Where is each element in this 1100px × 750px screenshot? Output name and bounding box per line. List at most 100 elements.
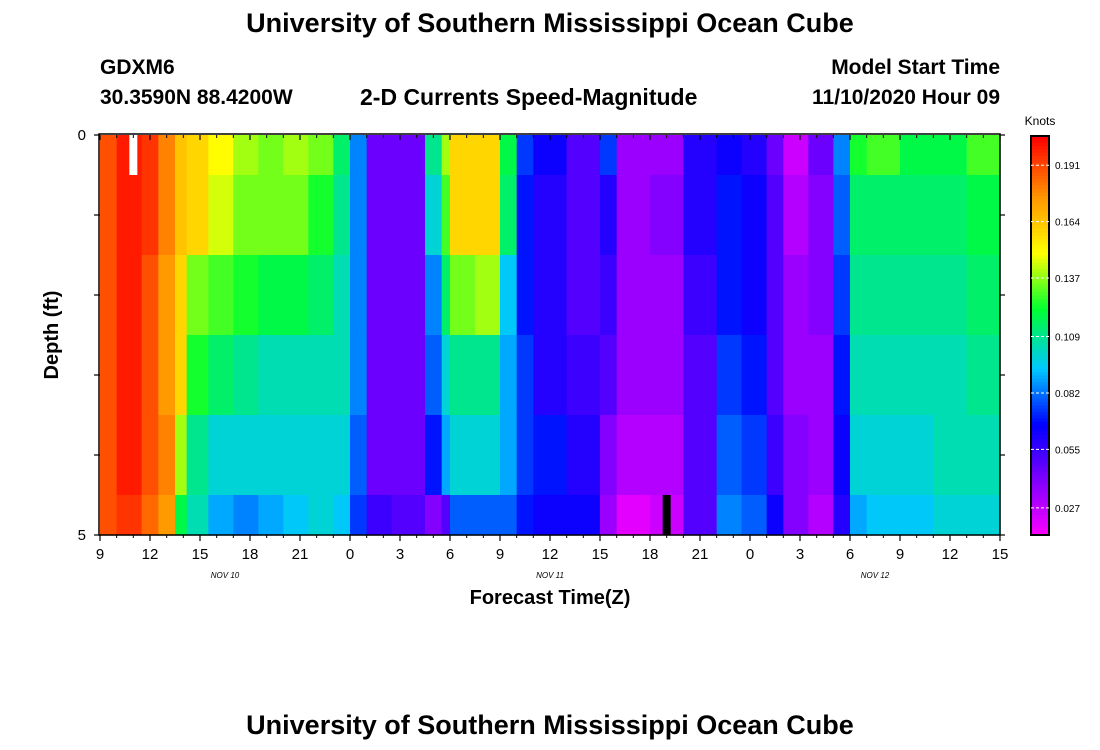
colorbar-segment [1031, 318, 1049, 323]
heatmap-cell-c37-l0 [966, 135, 1001, 176]
colorbar-tick-label: 0.109 [1055, 333, 1080, 344]
colorbar-segment [1031, 411, 1049, 416]
heatmap-cell-c35-l0 [900, 135, 934, 176]
colorbar-segment [1031, 239, 1049, 243]
heatmap-cell-c11-l3 [333, 335, 351, 416]
colorbar-segment [1031, 232, 1049, 237]
colorbar-segment [1031, 478, 1049, 483]
heatmap-cell-c34-l2 [866, 255, 901, 336]
heatmap-cell-c8-l2 [258, 255, 284, 336]
colorbar-segment [1031, 378, 1049, 383]
heatmap-cell-c22-l1 [566, 175, 601, 256]
colorbar-segment [1031, 242, 1049, 247]
colorbar-segment [1031, 149, 1049, 154]
heatmap-cell-c14-l3 [391, 335, 426, 416]
heatmap-annotations [129, 135, 671, 535]
heatmap-cell-c21-l5 [533, 495, 568, 536]
heatmap-cell-c19-l2 [500, 255, 518, 336]
colorbar-segment [1031, 172, 1049, 177]
heatmap-cell-c18-l3 [475, 335, 501, 416]
heatmap-cell-c4-l2 [175, 255, 188, 336]
colorbar-segment [1031, 382, 1049, 386]
heatmap-cell-c17-l5 [450, 495, 476, 536]
colorbar-tick-label: 0.164 [1055, 218, 1080, 229]
x-tick-label: 6 [846, 546, 854, 563]
heatmap-cell-c0-l2 [100, 255, 118, 336]
colorbar-segment [1031, 441, 1049, 446]
colorbar-title: Knots [1025, 114, 1056, 128]
heatmap-cell-c15-l1 [425, 175, 443, 256]
heatmap-cell-c32-l2 [833, 255, 851, 336]
colorbar-segment [1031, 165, 1049, 170]
heatmap-cell-c7-l0 [233, 135, 259, 176]
colorbar-segment [1031, 515, 1049, 519]
heatmap-cell-c19-l5 [500, 495, 518, 536]
heatmap-cell-c15-l4 [425, 415, 443, 496]
heatmap-cell-c8-l4 [258, 415, 284, 496]
heatmap-cell-c10-l4 [308, 415, 334, 496]
heatmap-cell-c31-l0 [808, 135, 834, 176]
heatmap-cell-c0-l4 [100, 415, 118, 496]
heatmap-cell-c28-l2 [741, 255, 768, 336]
colorbar-segment [1031, 305, 1049, 310]
colorbar-segment [1031, 136, 1049, 140]
heatmap-cell-c11-l0 [333, 135, 351, 176]
heatmap-cell-c33-l2 [850, 255, 868, 336]
colorbar-segment [1031, 209, 1049, 214]
heatmap-cell-c2-l5 [141, 495, 159, 536]
colorbar-tick-label: 0.027 [1055, 504, 1080, 515]
heatmap-cell-c16-l5 [441, 495, 451, 536]
colorbar-segment [1031, 425, 1049, 430]
heatmap-cell-c33-l0 [850, 135, 868, 176]
colorbar-segment [1031, 192, 1049, 197]
heatmap-cell-c36-l2 [933, 255, 968, 336]
heatmap-cell-c4-l0 [175, 135, 188, 176]
heatmap-cell-c16-l0 [441, 135, 451, 176]
heatmap-cell-c6-l3 [208, 335, 234, 416]
heatmap-cell-c4-l3 [175, 335, 188, 416]
heatmap-cell-c29-l4 [766, 415, 784, 496]
colorbar-segment [1031, 448, 1049, 453]
model-start-label: Model Start Time [831, 56, 1000, 79]
heatmap-cell-c1-l2 [116, 255, 143, 336]
heatmap-cell-c24-l1 [616, 175, 651, 256]
colorbar-segment [1031, 465, 1049, 470]
station-id: GDXM6 [100, 56, 175, 79]
heatmap-cell-c4-l4 [175, 415, 188, 496]
colorbar-segment [1031, 468, 1049, 473]
heatmap-cell-c22-l2 [566, 255, 601, 336]
date-label: NOV 12 [861, 571, 890, 580]
colorbar-segment [1031, 139, 1049, 144]
colorbar-segment [1031, 308, 1049, 313]
heatmap-cell-c4-l5 [175, 495, 188, 536]
heatmap-cell-c17-l4 [450, 415, 476, 496]
colorbar-segment [1031, 332, 1049, 337]
x-tick-label: 9 [96, 546, 104, 563]
heatmap-cell-c23-l1 [600, 175, 618, 256]
heatmap-cell-c3-l2 [158, 255, 176, 336]
colorbar-segment [1031, 495, 1049, 500]
heatmap-cell-c26-l1 [683, 175, 718, 256]
heatmap-cell-c25-l1 [650, 175, 684, 256]
colorbar-segment [1031, 175, 1049, 180]
heatmap-cell-c25-l2 [650, 255, 684, 336]
x-tick-label: 3 [396, 546, 404, 563]
heatmap-cell-c3-l4 [158, 415, 176, 496]
heatmap-cell-c16-l4 [441, 415, 451, 496]
colorbar-segment [1031, 408, 1049, 413]
colorbar-segment [1031, 531, 1049, 536]
heatmap-cell-c32-l4 [833, 415, 851, 496]
heatmap-cell-c32-l5 [833, 495, 851, 536]
heatmap-cell-c29-l2 [766, 255, 784, 336]
heatmap-cell-c30-l3 [783, 335, 809, 416]
heatmap-cell-c7-l2 [233, 255, 259, 336]
heatmap-cell-c33-l1 [850, 175, 868, 256]
colorbar-tick-label: 0.082 [1055, 389, 1080, 400]
heatmap-cell-c24-l4 [616, 415, 651, 496]
colorbar-segment [1031, 282, 1049, 287]
heatmap-cell-c7-l4 [233, 415, 259, 496]
heatmap-cell-c13-l1 [366, 175, 393, 256]
heatmap-cell-c18-l1 [475, 175, 501, 256]
colorbar-segment [1031, 328, 1049, 333]
plot-title: 2-D Currents Speed-Magnitude [360, 84, 698, 110]
